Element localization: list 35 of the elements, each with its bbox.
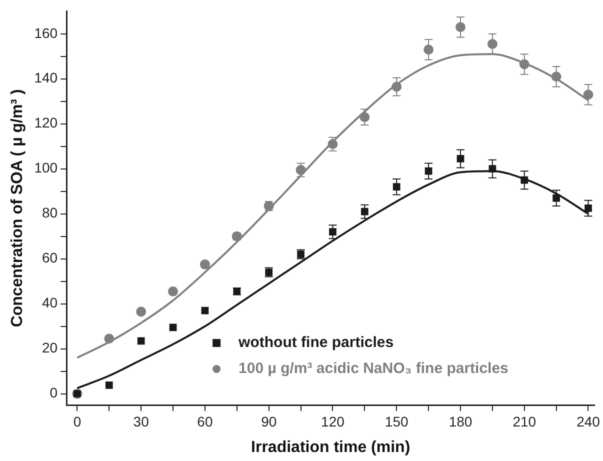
y-tick-label: 120	[34, 114, 58, 131]
point	[329, 228, 336, 236]
x-tick-label: 240	[576, 413, 600, 430]
y-tick-label: 140	[34, 70, 58, 86]
y-axis-title: Concentration of SOA ( µ g/m³ )	[9, 89, 26, 328]
point	[105, 382, 113, 389]
point	[520, 176, 528, 184]
legend-label: wothout fine particles	[238, 334, 394, 352]
point	[392, 183, 400, 191]
legend-label: 100 µ g/m³ acidic NaNO₃ fine particles	[238, 360, 508, 378]
point	[201, 306, 209, 314]
x-axis-title: Irradiation time (min)	[251, 438, 410, 456]
y-tick-label: 20	[42, 340, 58, 356]
x-tick-label: 180	[448, 413, 472, 430]
point	[360, 208, 368, 216]
point	[137, 337, 145, 345]
x-tick-label: 30	[133, 413, 150, 430]
x-tick-label: 150	[384, 413, 408, 430]
y-tick-label: 40	[42, 294, 58, 311]
point	[169, 324, 177, 332]
y-tick-label: 100	[34, 160, 58, 176]
point	[584, 204, 592, 212]
x-tick-label: 0	[73, 413, 82, 430]
x-tick-label: 210	[512, 413, 536, 430]
x-tick-label: 60	[197, 413, 213, 430]
y-tick-label: 0	[50, 384, 58, 401]
y-tick-label: 160	[34, 24, 58, 41]
x-tick-label: 120	[321, 413, 345, 430]
y-tick-label: 80	[42, 204, 58, 221]
point	[552, 194, 560, 202]
point	[488, 165, 496, 173]
y-tick-label: 60	[42, 250, 58, 266]
x-tick-label: 90	[261, 413, 277, 430]
point	[168, 286, 178, 296]
point	[104, 334, 114, 344]
